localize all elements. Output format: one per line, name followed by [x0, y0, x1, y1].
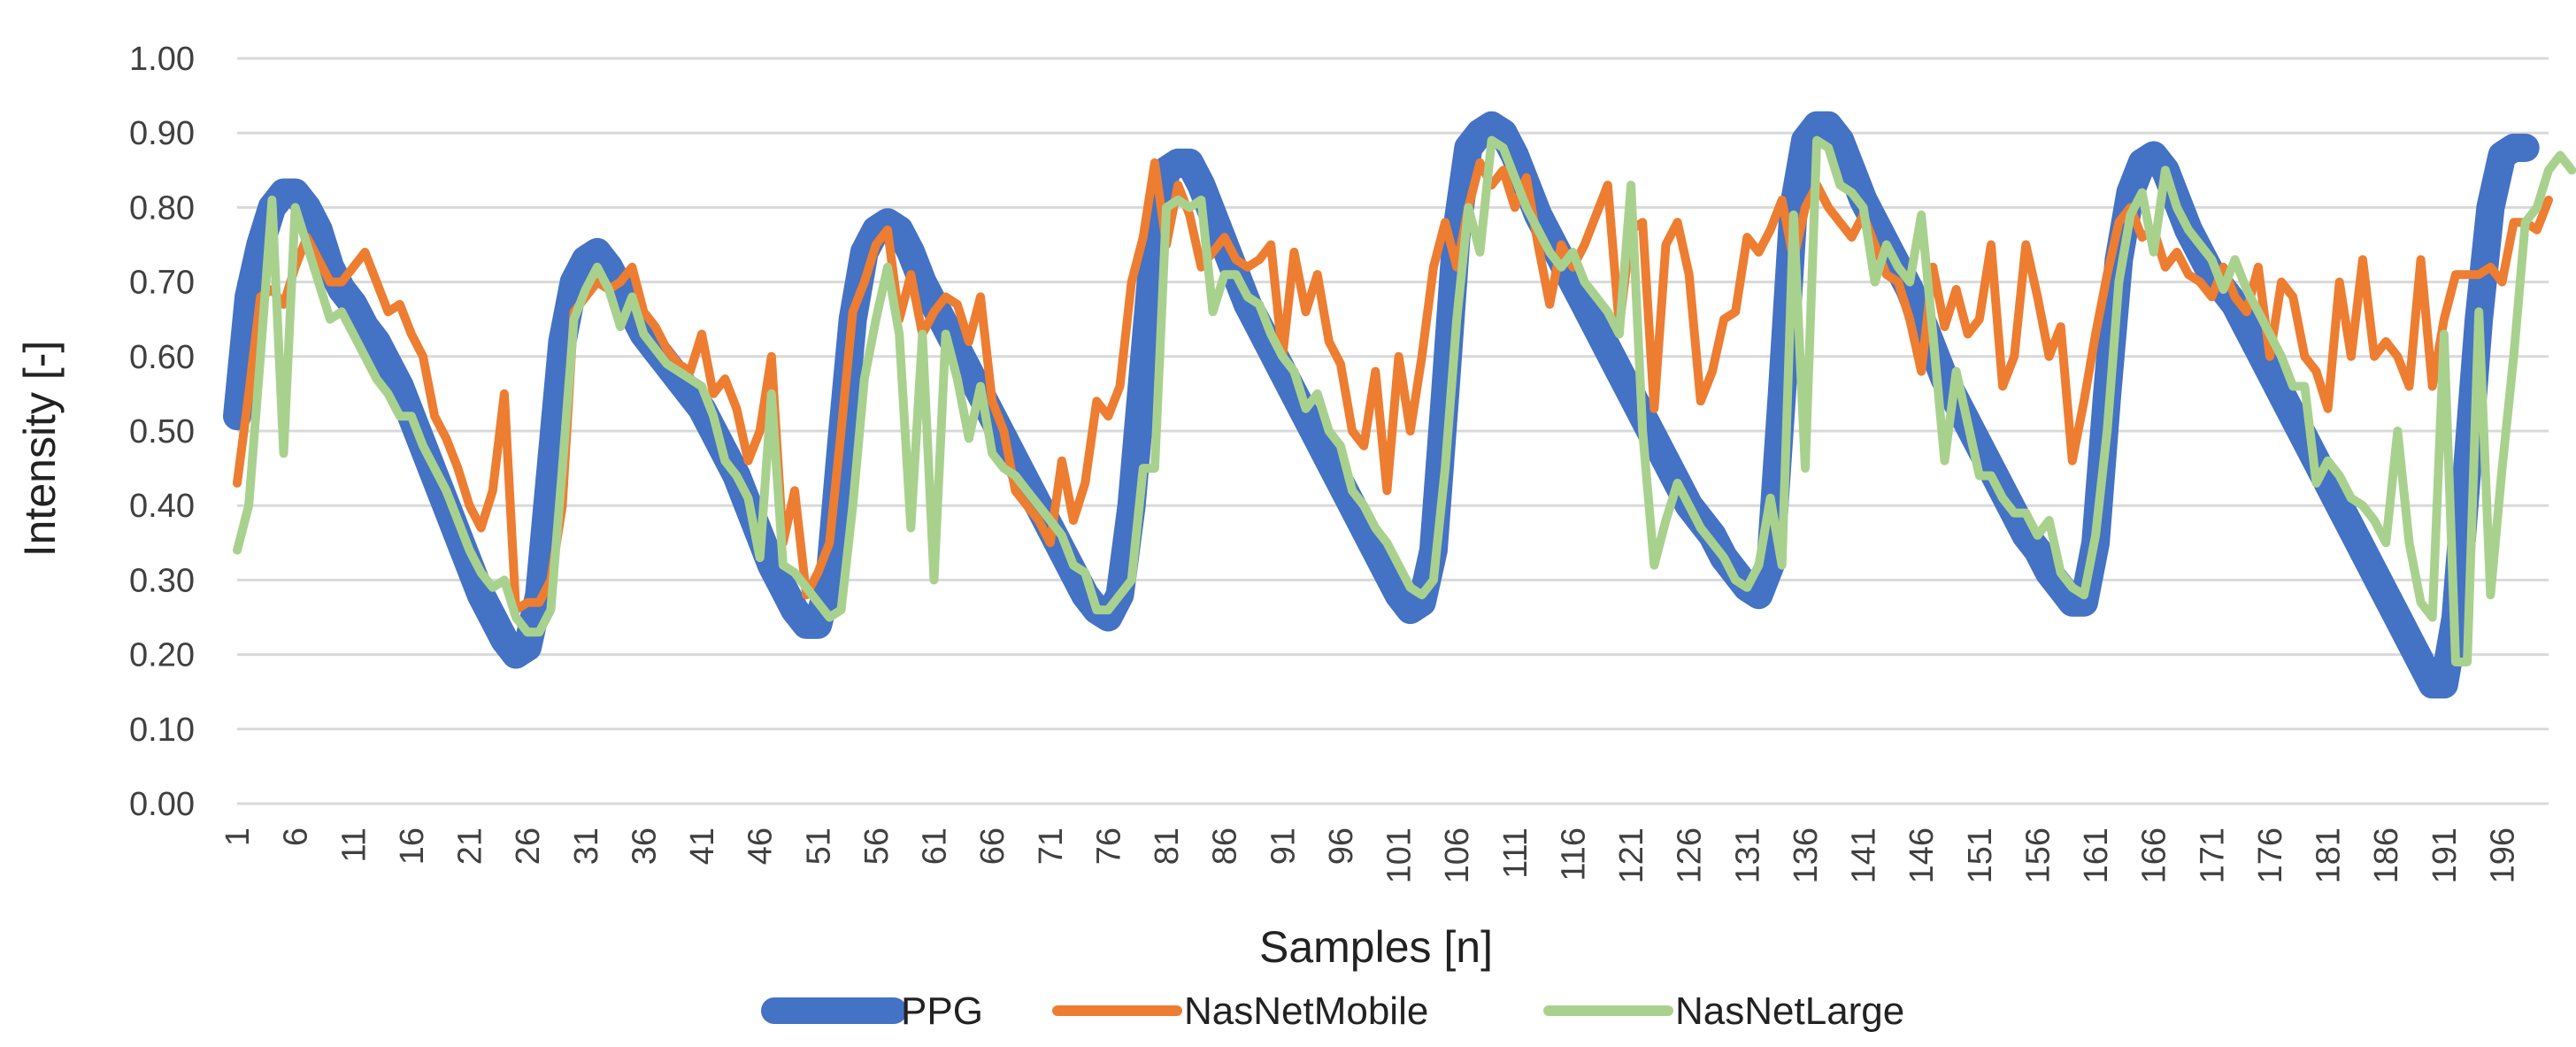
x-tick-label: 76 [1090, 828, 1127, 865]
x-tick-label: 186 [2368, 828, 2405, 883]
y-tick-label: 0.00 [129, 786, 195, 823]
x-tick-label: 6 [278, 828, 315, 846]
x-tick-label: 101 [1381, 828, 1419, 883]
x-tick-label: 86 [1207, 828, 1244, 865]
x-tick-label: 36 [626, 828, 663, 865]
x-tick-label: 61 [917, 828, 954, 865]
y-axis-title: Intensity [-] [15, 341, 65, 558]
x-tick-label: 191 [2426, 828, 2464, 883]
y-tick-label: 0.80 [129, 189, 195, 227]
x-tick-label: 111 [1497, 828, 1534, 879]
x-tick-label: 71 [1033, 828, 1070, 865]
x-tick-label: 41 [684, 828, 721, 865]
x-tick-label: 1 [219, 828, 257, 846]
x-tick-label: 26 [510, 828, 547, 865]
x-tick-label: 161 [2078, 828, 2115, 883]
x-tick-label: 21 [452, 828, 489, 865]
series-line-large [233, 135, 2576, 666]
legend-label-ppg: PPG [901, 989, 983, 1033]
x-tick-label: 56 [858, 828, 896, 865]
series-lines [223, 111, 2576, 699]
x-tick-label: 16 [394, 828, 431, 865]
y-tick-label: 0.10 [129, 712, 195, 749]
x-tick-label: 181 [2311, 828, 2348, 883]
y-axis-tick-labels: 0.00 0.10 0.20 0.30 0.40 0.50 0.60 0.70 0.80 0.90… [129, 41, 195, 823]
x-tick-label: 151 [1962, 828, 1999, 883]
y-tick-label: 1.00 [129, 41, 195, 78]
legend-label-nasnetmobile: NasNetMobile [1184, 989, 1428, 1033]
legend: PPG NasNetMobile NasNetLarge [761, 989, 1904, 1033]
y-tick-label: 0.40 [129, 488, 195, 525]
series-line-mobile [233, 158, 2553, 615]
y-tick-label: 0.70 [129, 265, 195, 302]
x-tick-label: 31 [568, 828, 605, 865]
legend-label-nasnetlarge: NasNetLarge [1675, 989, 1904, 1033]
y-tick-label: 0.20 [129, 637, 195, 674]
x-tick-label: 11 [335, 828, 373, 862]
x-tick-label: 126 [1672, 828, 1709, 883]
x-tick-label: 131 [1729, 828, 1766, 883]
y-tick-label: 0.50 [129, 413, 195, 450]
x-tick-label: 141 [1846, 828, 1883, 883]
x-tick-label: 66 [974, 828, 1011, 865]
x-tick-label: 91 [1265, 828, 1302, 865]
x-tick-label: 146 [1903, 828, 1941, 883]
x-tick-label: 46 [742, 828, 780, 865]
x-tick-label: 116 [1555, 828, 1592, 881]
x-tick-label: 106 [1439, 828, 1476, 883]
y-tick-label: 0.60 [129, 339, 195, 376]
x-tick-label: 156 [2019, 828, 2057, 883]
y-tick-label: 0.90 [129, 115, 195, 152]
x-tick-label: 81 [1149, 828, 1186, 865]
x-axis-title: Samples [n] [1259, 922, 1493, 972]
x-tick-label: 171 [2194, 828, 2231, 883]
x-tick-label: 96 [1323, 828, 1360, 865]
x-axis-tick-labels: 1 6 11 16 21 26 31 36 41 46 51 56 61 66 71 76 81 86 91 96 10… [219, 828, 2521, 883]
x-tick-label: 121 [1613, 828, 1650, 883]
x-tick-label: 176 [2252, 828, 2289, 883]
x-tick-label: 51 [800, 828, 837, 865]
x-tick-label: 166 [2136, 828, 2173, 883]
x-tick-label: 196 [2484, 828, 2521, 883]
x-tick-label: 136 [1788, 828, 1825, 883]
y-tick-label: 0.30 [129, 562, 195, 599]
